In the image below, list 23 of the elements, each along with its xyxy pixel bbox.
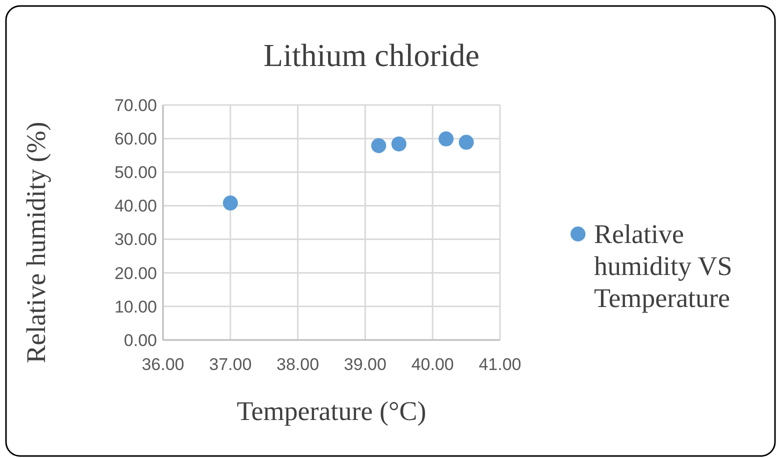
y-tick-label: 60.00 bbox=[114, 130, 157, 149]
x-tick-label: 40.00 bbox=[411, 355, 454, 374]
point bbox=[222, 196, 238, 211]
y-tick-label: 40.00 bbox=[114, 196, 157, 216]
chart-title: Lithium chloride bbox=[264, 37, 480, 73]
y-axis-title: Relative humidity (%) bbox=[21, 122, 51, 364]
point bbox=[391, 136, 406, 152]
y-tick-label: 70.00 bbox=[114, 96, 157, 115]
x-tick-label: 37.00 bbox=[209, 355, 252, 374]
x-axis-title: Temperature (°C) bbox=[236, 396, 426, 426]
point bbox=[458, 134, 474, 150]
y-tick-label: 10.00 bbox=[114, 297, 157, 316]
x-tick-label: 36.00 bbox=[142, 355, 184, 374]
legend-label: Relative humidity VS Temperature bbox=[594, 219, 732, 313]
point bbox=[371, 138, 386, 154]
y-tick-label: 20.00 bbox=[114, 264, 157, 283]
y-tick-label: 50.00 bbox=[114, 163, 157, 182]
y-tick-label: 30.00 bbox=[114, 230, 157, 250]
x-tick-label: 39.00 bbox=[344, 355, 386, 374]
x-tick-label: 38.00 bbox=[276, 355, 320, 374]
point bbox=[438, 131, 454, 146]
y-tick-label: 0.00 bbox=[124, 330, 157, 350]
x-tick-label: 41.00 bbox=[478, 355, 522, 374]
